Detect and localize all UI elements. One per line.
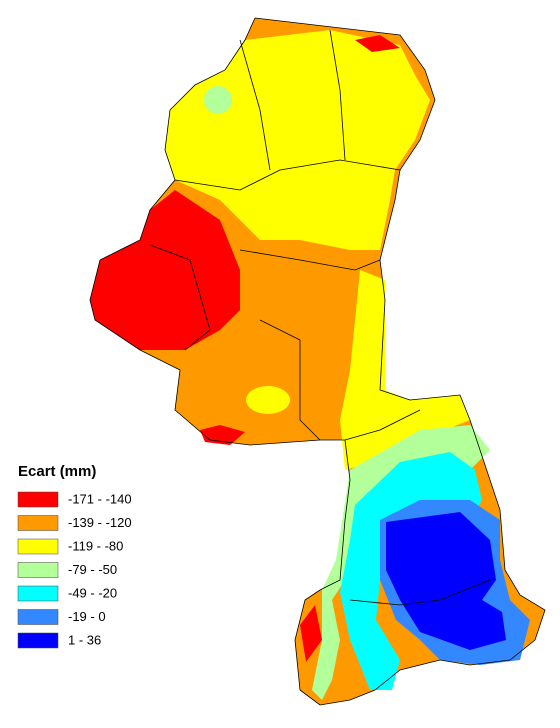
legend-label: -49 - -20	[68, 585, 117, 600]
border	[174, 159, 401, 191]
legend-label: -19 - 0	[68, 609, 106, 624]
region	[246, 386, 290, 414]
legend-swatch	[17, 609, 59, 625]
legend-swatch	[17, 585, 59, 602]
legend-swatch	[17, 515, 59, 531]
legend: Ecart (mm) -171 - -140 -139 - -120 -119 - …	[17, 463, 132, 649]
legend-swatch	[17, 562, 59, 578]
legend-swatch	[17, 538, 59, 555]
region	[355, 35, 400, 52]
border	[149, 244, 211, 351]
legend-swatch	[17, 632, 59, 649]
region	[340, 270, 470, 470]
region	[300, 605, 322, 662]
region	[386, 512, 506, 650]
border	[349, 579, 491, 606]
border	[89, 17, 546, 706]
border	[239, 249, 381, 271]
border	[344, 409, 421, 441]
legend-swatch	[17, 491, 59, 508]
legend-label: -171 - -140	[68, 491, 132, 506]
region	[90, 190, 240, 350]
department-borders	[89, 17, 546, 706]
region	[312, 425, 490, 700]
border	[259, 319, 321, 441]
border	[329, 29, 346, 161]
legend-label: -139 - -120	[68, 515, 132, 530]
map-regions	[90, 18, 545, 705]
legend-label: -119 - -80	[68, 538, 123, 553]
region	[165, 30, 430, 250]
region	[204, 86, 232, 114]
legend-label: 1 - 36	[68, 632, 101, 647]
border	[239, 39, 271, 171]
legend-title: Ecart (mm)	[18, 463, 96, 480]
legend-label: -79 - -50	[68, 562, 117, 577]
